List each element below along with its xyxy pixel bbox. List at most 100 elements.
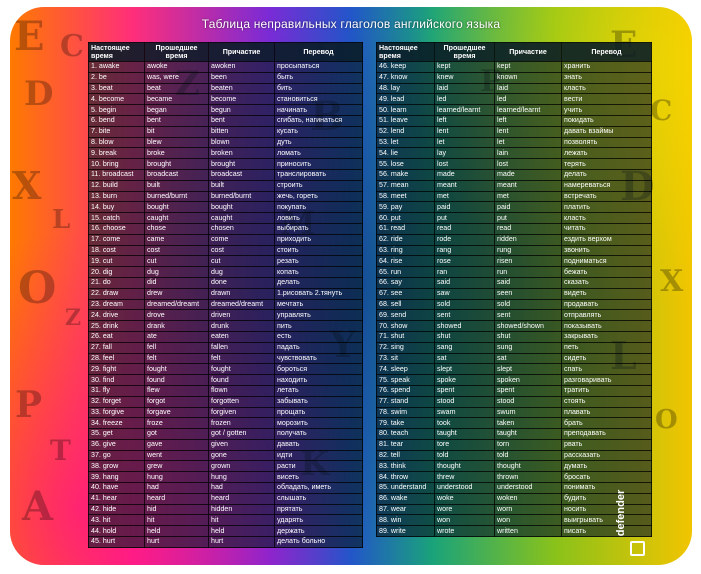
verb-participle: hit [208,514,275,527]
table-row: 52. lend lent lent давать взаймы [376,125,652,138]
verb-present: 75. speak [376,374,435,386]
verb-present: 7. bite [88,125,145,138]
table-row: 3. beat beat beaten бить [88,82,363,95]
verb-translation: хранить [561,61,652,73]
verb-participle: laid [494,82,562,95]
verb-translation: писать [561,525,652,538]
verb-past: rose [434,255,495,268]
table-row: 7. bite bit bitten кусать [88,125,363,138]
verb-past: rang [434,244,495,257]
verb-translation: 1.рисовать 2.тянуть [274,287,363,300]
header-participle: Причастие [494,42,562,62]
verb-past: ran [434,266,495,278]
verb-past: flew [144,384,209,397]
verb-participle: put [494,212,562,224]
table-row: 24. drive drove driven управлять [88,309,363,322]
verb-past: cost [144,244,209,257]
table-row: 28. feel felt felt чувствовать [88,352,363,365]
verb-present: 8. blow [88,136,145,149]
verb-past: came [144,233,209,246]
verb-translation: ездить верхом [561,233,652,246]
table-row: 42. hide hid hidden прятать [88,503,363,516]
verb-participle: risen [494,255,562,268]
verb-participle: woken [494,492,562,505]
verb-past: knew [434,71,495,84]
verb-past: went [144,449,209,462]
table-header-row: Настоящее время Прошедшее время Причасти… [376,42,652,62]
verb-participle: grown [208,460,275,473]
verb-present: 63. ring [376,244,435,257]
verb-translation: подниматься [561,255,652,268]
verb-translation: чувствовать [274,352,363,365]
table-row: 19. cut cut cut резать [88,255,363,268]
verb-translation: класть [561,212,652,224]
verb-present: 57. mean [376,179,435,192]
verb-past: was, were [144,71,209,84]
verb-past: swam [434,406,495,419]
verb-participle: awoken [208,61,275,73]
verb-translation: давать взаймы [561,125,652,138]
table-row: 76. spend spent spent тратить [376,384,652,397]
brand-logo-icon [630,541,645,556]
verb-present: 18. cost [88,244,145,257]
table-row: 54. lie lay lain лежать [376,147,652,160]
verb-present: 43. hit [88,514,145,527]
verb-past: awoke [144,61,209,73]
verb-translation: жечь, гореть [274,190,363,203]
table-row: 60. put put put класть [376,212,652,224]
table-row: 31. fly flew flown летать [88,384,363,397]
brand-logo-text: defender [615,489,628,537]
verb-participle: worn [494,503,562,516]
table-row: 33. forgive forgave forgiven прощать [88,406,363,419]
verb-participle: let [494,136,562,149]
verb-participle: thrown [494,471,562,484]
verb-present: 10. bring [88,158,145,170]
verb-participle: got / gotten [208,428,275,440]
verb-participle: rung [494,244,562,257]
verb-present: 2. be [88,71,145,84]
verb-participle: sent [494,309,562,322]
verb-participle: gone [208,449,275,462]
verb-participle: showed/shown [494,320,562,332]
table-row: 83. think thought thought думать [376,460,652,473]
table-row: 23. dream dreamed/dreamt dreamed/dreamt меч… [88,298,363,311]
table-row: 41. hear heard heard слышать [88,492,363,505]
verb-present: 80. teach [376,428,435,440]
verb-present: 47. know [376,71,435,84]
table-row: 69. send sent sent отправлять [376,309,652,322]
verb-participle: driven [208,309,275,322]
verb-present: 31. fly [88,384,145,397]
table-row: 68. sell sold sold продавать [376,298,652,311]
header-participle: Причастие [208,42,275,62]
table-row: 70. show showed showed/shown показывать [376,320,652,332]
verb-present: 24. drive [88,309,145,322]
verb-translation: стоить [274,244,363,257]
verb-translation: позволять [561,136,652,149]
verb-past: bent [144,114,209,127]
verbs-table-right: Настоящее время Прошедшее время Причасти… [376,42,652,538]
table-row: 89. write wrote written писать [376,525,652,538]
header-translation: Перевод [561,42,652,62]
verb-past: cut [144,255,209,268]
table-row: 88. win won won выигрывать [376,514,652,527]
verb-participle: given [208,438,275,451]
verb-participle: built [208,179,275,192]
table-row: 11. broadcast broadcast broadcast транслиро… [88,168,363,181]
verb-translation: тратить [561,384,652,397]
verb-present: 41. hear [88,492,145,505]
verb-participle: paid [494,201,562,214]
verb-past: paid [434,201,495,214]
verb-present: 67. see [376,287,435,300]
table-row: 56. make made made делать [376,168,652,181]
verb-translation: рассказать [561,449,652,462]
verb-participle: begun [208,104,275,116]
verb-translation: обладать, иметь [274,482,363,494]
background-letter: X [660,264,684,299]
table-row: 64. rise rose risen подниматься [376,255,652,268]
verb-present: 4. become [88,93,145,106]
verb-translation: висеть [274,471,363,484]
verb-present: 50. learn [376,104,435,116]
verb-translation: бить [274,82,363,95]
verb-translation: мечтать [274,298,363,311]
verb-participle: eaten [208,330,275,343]
